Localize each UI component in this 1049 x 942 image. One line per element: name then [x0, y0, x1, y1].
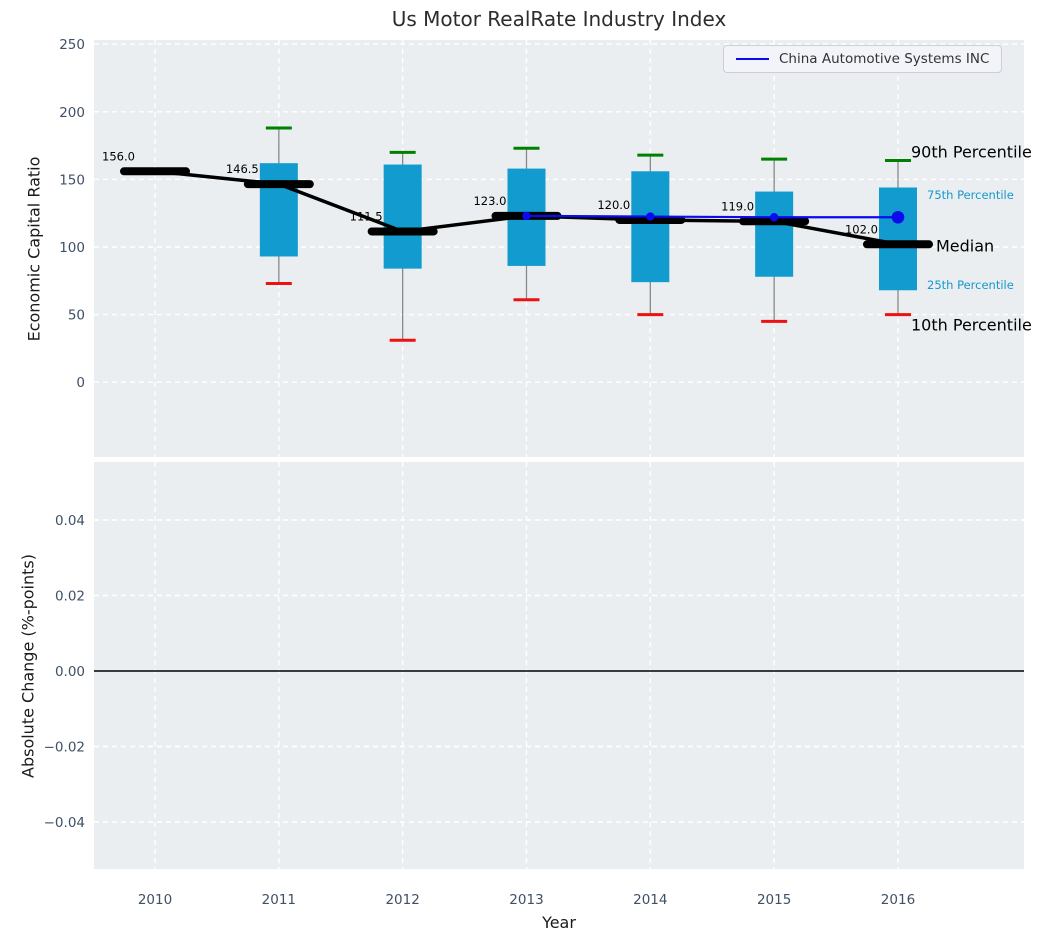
annotation-10th-percentile: 10th Percentile — [911, 315, 1032, 335]
percentile-box — [383, 164, 422, 269]
y-tick-label-top: 250 — [59, 37, 85, 53]
median-value-label: 123.0 — [473, 194, 506, 208]
x-axis-label: Year — [542, 913, 576, 932]
median-value-label: 119.0 — [721, 199, 754, 213]
percentile-box — [631, 171, 670, 283]
x-tick-label: 2012 — [385, 892, 419, 908]
y-axis-label-top: Economic Capital Ratio — [24, 156, 44, 342]
percentile-box — [755, 191, 794, 277]
company-line — [526, 214, 898, 219]
y-axis-label-bottom: Absolute Change (%-points) — [18, 554, 38, 778]
company-marker — [769, 213, 779, 222]
median-value-label: 111.5 — [350, 209, 383, 223]
annotation-75th-percentile: 75th Percentile — [927, 188, 1014, 202]
y-tick-label-top: 200 — [59, 105, 85, 121]
median-value-label: 120.0 — [597, 198, 630, 212]
legend-box: China Automotive Systems INC — [723, 45, 1003, 73]
x-tick-label: 2015 — [757, 892, 791, 908]
bottom-axes-background — [94, 462, 1024, 869]
y-tick-label-bottom: 0.00 — [55, 664, 85, 680]
median-value-label: 146.5 — [226, 162, 259, 176]
median-value-label: 156.0 — [102, 149, 135, 163]
x-tick-label: 2011 — [262, 892, 296, 908]
x-tick-label: 2010 — [138, 892, 172, 908]
company-marker — [522, 211, 531, 221]
y-tick-label-top: 50 — [68, 308, 85, 324]
top-axes-background — [94, 40, 1024, 457]
x-tick-label: 2014 — [633, 892, 667, 908]
y-tick-label-bottom: 0.04 — [55, 513, 85, 529]
legend-label: China Automotive Systems INC — [779, 51, 990, 67]
x-tick-label: 2013 — [509, 892, 543, 908]
median-value-label: 102.0 — [845, 222, 878, 236]
annotation-median: Median — [936, 236, 995, 256]
y-tick-label-bottom: −0.04 — [44, 815, 85, 831]
annotation-25th-percentile: 25th Percentile — [927, 278, 1014, 292]
y-tick-label-top: 0 — [76, 375, 85, 391]
annotation-90th-percentile: 90th Percentile — [911, 142, 1032, 162]
chart-title: Us Motor RealRate Industry Index — [391, 7, 727, 31]
percentile-box — [878, 187, 917, 291]
y-tick-label-bottom: −0.02 — [44, 740, 85, 756]
company-marker — [891, 210, 905, 224]
y-tick-label-bottom: 0.02 — [55, 589, 85, 605]
company-marker — [646, 212, 655, 221]
y-tick-label-top: 150 — [59, 172, 85, 188]
y-tick-label-top: 100 — [59, 240, 85, 256]
legend-line-sample — [736, 58, 769, 60]
percentile-box — [259, 163, 298, 257]
x-tick-label: 2016 — [881, 892, 915, 908]
